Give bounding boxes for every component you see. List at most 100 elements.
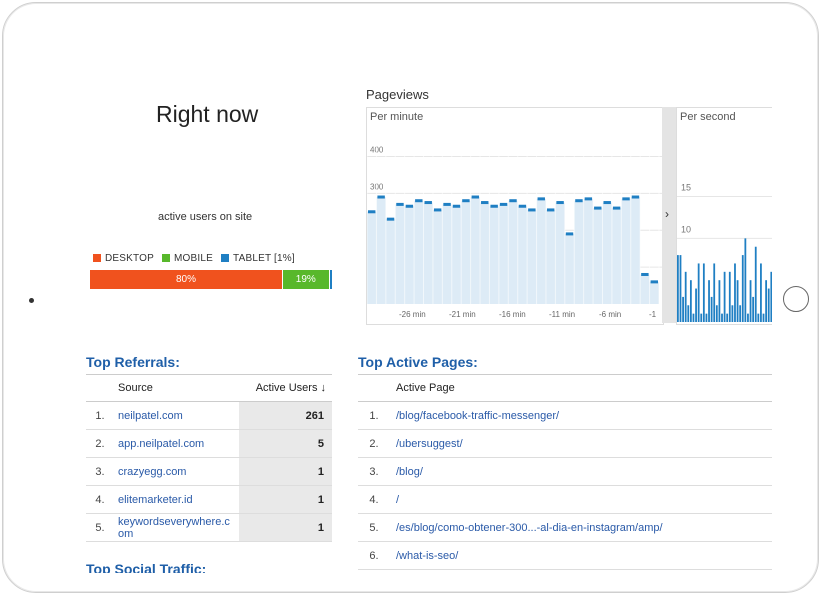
bar xyxy=(710,296,713,322)
y-tick-label: 15 xyxy=(681,183,691,193)
active-page-row[interactable]: 3./blog/ xyxy=(358,457,772,486)
per-second-label: Per second xyxy=(680,111,736,123)
device-bar-segment: 80% xyxy=(90,270,284,289)
referrals-col-index xyxy=(86,374,114,402)
active-page-link[interactable]: /what-is-seo/ xyxy=(390,541,772,570)
legend-tablet: TABLET [1%] xyxy=(221,253,295,264)
data-point xyxy=(405,204,414,208)
active-page-row[interactable]: 5./es/blog/como-obtener-300...-al-dia-en… xyxy=(358,513,772,542)
bar xyxy=(757,313,760,322)
bar xyxy=(754,246,757,322)
top-referrals-title: Top Referrals: xyxy=(86,354,180,370)
bar xyxy=(749,280,752,322)
bar xyxy=(677,255,679,322)
pages-col-page[interactable]: Active Page xyxy=(390,374,772,402)
referral-source-link[interactable]: keywordseverywhere.c om xyxy=(114,513,239,542)
x-tick-label: -16 min xyxy=(499,310,526,319)
referral-row[interactable]: 4. elitemarketer.id 1 xyxy=(86,485,332,514)
bar xyxy=(744,238,747,322)
device-bar-segment: 19% xyxy=(283,270,330,289)
active-page-row[interactable]: 7./consulting/ xyxy=(358,569,772,573)
referrals-table: Source Active Users ↓ 1. neilpatel.com 261… xyxy=(86,374,332,542)
analytics-screen: Right now active users on site DESKTOP M… xyxy=(58,31,772,573)
data-point xyxy=(452,204,461,208)
data-point xyxy=(565,232,574,236)
referral-source-link[interactable]: crazyegg.com xyxy=(114,457,239,486)
data-point xyxy=(556,201,564,205)
referral-source-link[interactable]: neilpatel.com xyxy=(114,401,239,430)
referral-row[interactable]: 1. neilpatel.com 261 xyxy=(86,401,332,430)
data-point xyxy=(481,201,489,205)
active-page-link[interactable]: /blog/facebook-traffic-messenger/ xyxy=(390,401,772,430)
bar xyxy=(731,305,734,322)
bar xyxy=(741,255,744,322)
row-index: 5. xyxy=(86,513,114,542)
active-page-row[interactable]: 4. / xyxy=(358,485,772,514)
data-point xyxy=(584,197,593,201)
row-index: 5. xyxy=(358,513,390,542)
active-page-link[interactable]: /ubersuggest/ xyxy=(390,429,772,458)
x-tick-label: -11 min xyxy=(549,310,575,319)
active-page-link[interactable]: / xyxy=(390,485,772,514)
data-point xyxy=(377,195,385,199)
referral-users-count: 1 xyxy=(239,485,332,514)
referrals-col-users[interactable]: Active Users ↓ xyxy=(239,374,332,402)
data-point xyxy=(641,272,649,276)
bar xyxy=(692,313,695,322)
active-page-link[interactable]: /es/blog/como-obtener-300...-al-dia-en-i… xyxy=(390,513,772,542)
per-second-svg: Per second 15 10 xyxy=(677,111,772,322)
chevron-right-icon[interactable]: › xyxy=(665,207,669,221)
right-now-title: Right now xyxy=(156,101,259,127)
per-minute-label: Per minute xyxy=(370,111,423,123)
active-page-link[interactable]: /blog/ xyxy=(390,457,772,486)
bar xyxy=(687,305,690,322)
referral-row[interactable]: 2. app.neilpatel.com 5 xyxy=(86,429,332,458)
active-page-row[interactable]: 1./blog/facebook-traffic-messenger/ xyxy=(358,401,772,430)
data-point xyxy=(537,197,545,201)
top-social-title: Top Social Traffic: xyxy=(86,561,207,573)
row-index: 1. xyxy=(86,401,114,430)
referrals-col-source[interactable]: Source xyxy=(114,374,239,402)
bar xyxy=(770,271,772,322)
data-point xyxy=(650,280,658,284)
data-point xyxy=(424,201,432,205)
row-index: 3. xyxy=(86,457,114,486)
bar xyxy=(705,313,708,322)
data-point xyxy=(471,195,480,199)
bar xyxy=(747,313,749,322)
bar xyxy=(723,271,726,322)
referral-users-count: 1 xyxy=(239,457,332,486)
row-index: 2. xyxy=(86,429,114,458)
bar xyxy=(762,313,765,322)
data-point xyxy=(622,197,630,201)
home-button[interactable] xyxy=(783,286,809,312)
pages-col-index xyxy=(358,374,390,402)
row-index: 6. xyxy=(358,541,390,570)
per-second-chart: Per second 15 10 xyxy=(676,107,772,325)
active-page-row[interactable]: 6./what-is-seo/ xyxy=(358,541,772,570)
data-point xyxy=(509,199,517,203)
active-page-row[interactable]: 2./ubersuggest/ xyxy=(358,429,772,458)
referral-row[interactable]: 3. crazyegg.com 1 xyxy=(86,457,332,486)
y-tick-label: 10 xyxy=(681,224,691,234)
active-users-label: active users on site xyxy=(158,211,253,223)
referral-source-link[interactable]: elitemarketer.id xyxy=(114,485,239,514)
bar xyxy=(728,271,731,322)
row-index: 4. xyxy=(358,485,390,514)
data-point xyxy=(546,208,555,212)
chart-separator[interactable]: › xyxy=(662,107,676,323)
data-point xyxy=(631,195,640,199)
top-active-pages-title: Top Active Pages: xyxy=(358,354,478,370)
camera-dot xyxy=(29,298,34,303)
referral-users-count: 5 xyxy=(239,429,332,458)
y-tick-label: 300 xyxy=(370,182,384,191)
referral-source-link[interactable]: app.neilpatel.com xyxy=(114,429,239,458)
data-point xyxy=(368,210,376,214)
data-point xyxy=(443,202,451,206)
active-page-link[interactable]: /consulting/ xyxy=(390,569,772,573)
referral-row[interactable]: 5. keywordseverywhere.c om 1 xyxy=(86,513,332,542)
bar xyxy=(708,280,710,322)
data-point xyxy=(490,204,498,208)
bar xyxy=(695,288,697,322)
referral-users-count: 261 xyxy=(239,401,332,430)
